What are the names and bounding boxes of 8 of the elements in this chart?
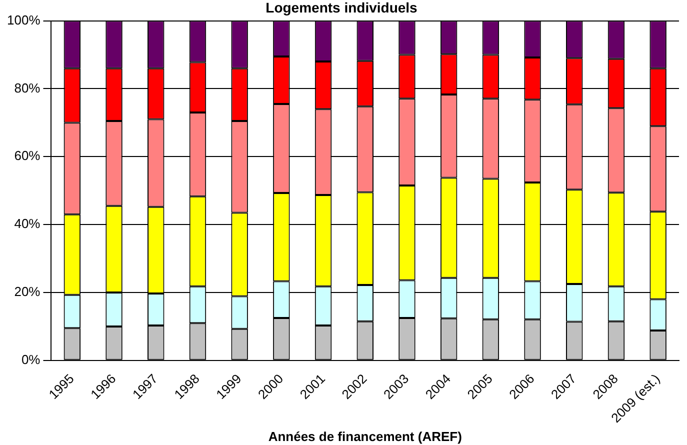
y-tick-label: 100%: [7, 12, 41, 28]
y-tick-label: 80%: [14, 80, 41, 96]
y-tick-label: 60%: [14, 148, 41, 164]
chart-title: Logements individuels: [266, 0, 418, 16]
y-tick-label: 40%: [14, 216, 41, 232]
x-axis-title: Années de financement (AREF): [268, 428, 462, 444]
y-tick-label: 20%: [14, 284, 41, 300]
y-tick-label: 0%: [21, 352, 41, 368]
